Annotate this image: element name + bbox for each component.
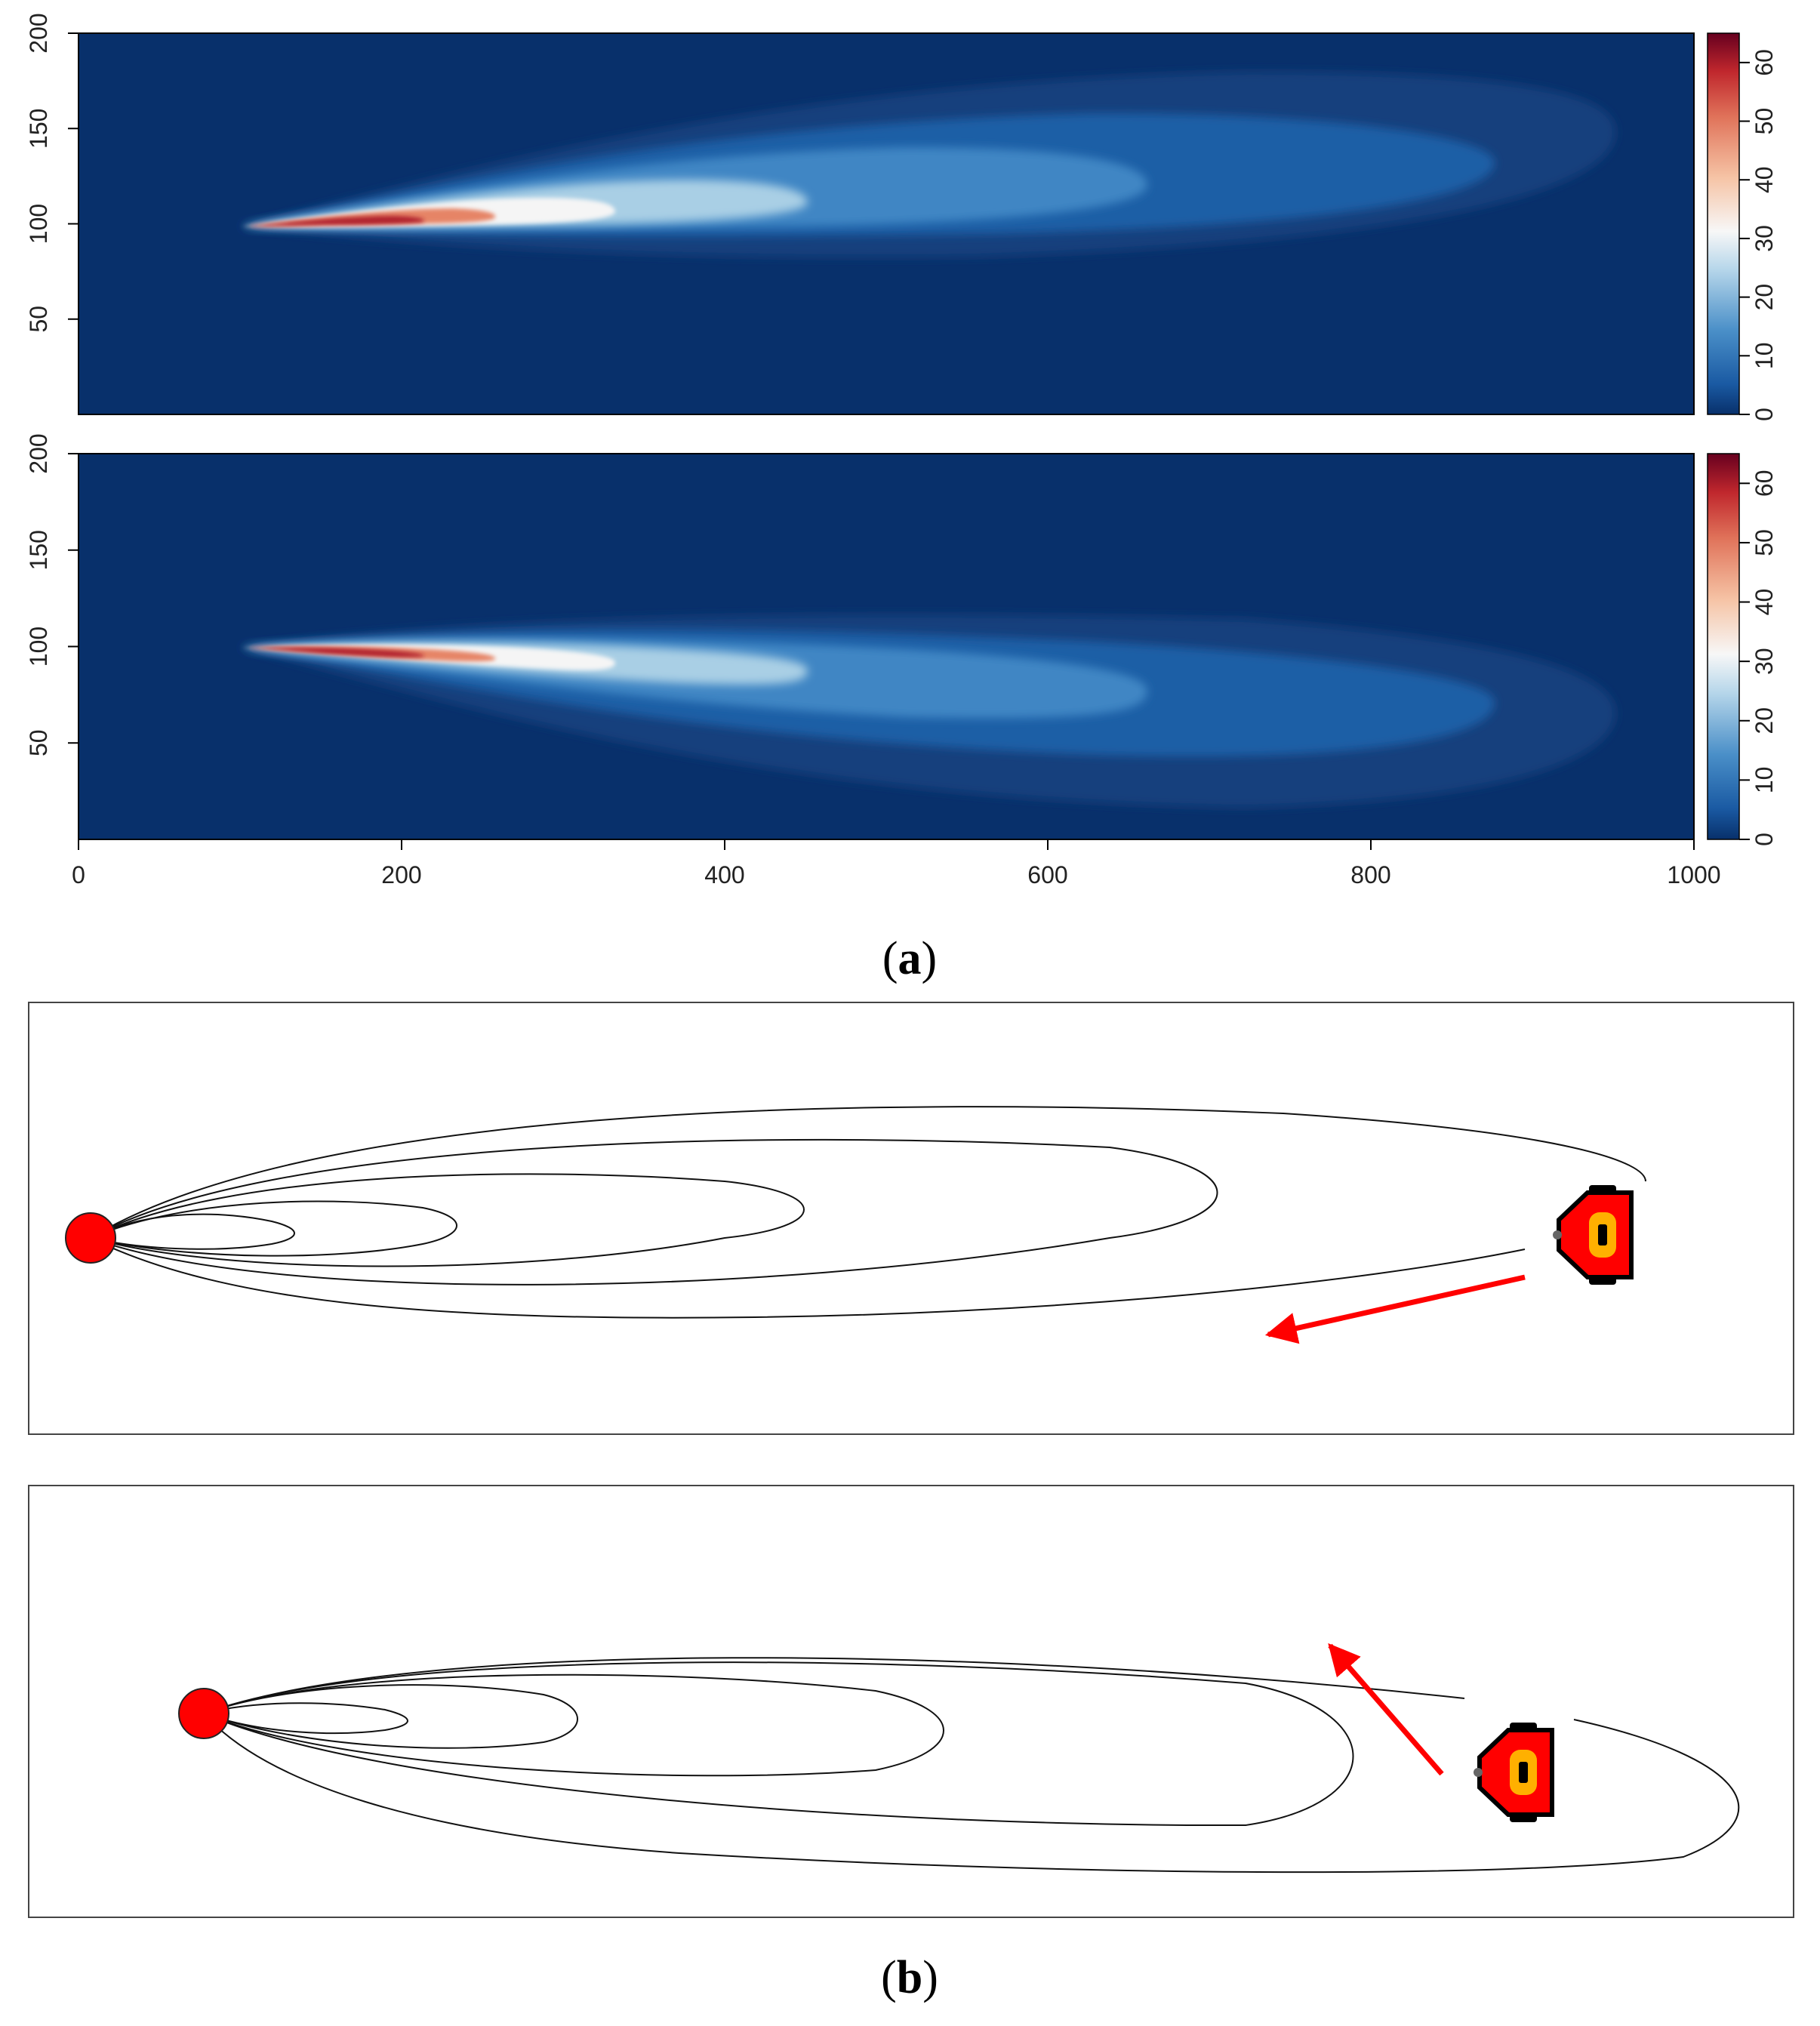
colorbar-tick-label: 30 <box>1751 225 1778 252</box>
y-tick-label: 100 <box>25 627 52 667</box>
source-marker-top <box>65 1212 116 1264</box>
contour-line <box>90 1106 1646 1319</box>
y-tick-label: 50 <box>25 729 52 756</box>
y-tick-label: 150 <box>25 530 52 570</box>
contour-line <box>203 1684 578 1749</box>
colorbar-top: 0 10 20 30 40 50 60 <box>1707 32 1778 421</box>
x-axis-bottom: 0 200 400 600 800 1000 <box>72 839 1721 888</box>
y-axis-bottom: 50 100 150 200 <box>25 433 79 756</box>
x-tick-label: 200 <box>381 861 421 888</box>
caption-b: (b) <box>881 1952 938 2003</box>
robot-icon <box>1474 1723 1554 1822</box>
y-tick-label: 50 <box>25 306 52 333</box>
contours-top <box>90 1106 1646 1319</box>
plume-top <box>242 72 1615 257</box>
colorbar-tick-label: 20 <box>1751 284 1778 311</box>
y-tick-label: 200 <box>25 13 52 53</box>
caption-a: (a) <box>882 933 937 984</box>
plume-bottom-core <box>249 647 424 657</box>
colorbar-top-gradient <box>1707 32 1740 415</box>
colorbar-tick-label: 50 <box>1751 108 1778 135</box>
colorbar-tick-label: 40 <box>1751 589 1778 616</box>
colorbar-tick-label: 50 <box>1751 529 1778 556</box>
colorbar-tick-label: 0 <box>1751 408 1778 421</box>
diagram-bottom <box>28 1485 1794 1918</box>
direction-arrow-bottom <box>1328 1643 1444 1776</box>
y-axis-top: 50 100 150 200 <box>25 13 79 333</box>
x-tick-label: 800 <box>1350 861 1390 888</box>
contour-line <box>90 1213 295 1250</box>
x-tick-label: 1000 <box>1667 861 1720 888</box>
contour-line <box>203 1673 944 1777</box>
plume-bottom <box>242 614 1615 808</box>
contour-line <box>203 1702 408 1735</box>
colorbar-tick-label: 0 <box>1751 833 1778 846</box>
heatmap-top: 50 100 150 200 <box>25 13 1695 415</box>
colorbar-bottom: 0 10 20 30 40 50 60 <box>1707 453 1778 846</box>
contours-bottom <box>203 1657 1740 1874</box>
colorbar-tick-label: 20 <box>1751 707 1778 734</box>
x-tick-label: 600 <box>1027 861 1067 888</box>
colorbar-tick-label: 40 <box>1751 166 1778 193</box>
y-tick-label: 100 <box>25 204 52 244</box>
colorbar-top-ticks: 0 10 20 30 40 50 60 <box>1739 49 1778 421</box>
plume-top-core <box>249 216 424 226</box>
colorbar-tick-label: 10 <box>1751 767 1778 794</box>
robot-icon <box>1553 1185 1634 1285</box>
contour-line <box>203 1657 1740 1874</box>
contour-line <box>90 1173 805 1267</box>
diagram-top-frame <box>28 1002 1794 1435</box>
colorbar-tick-label: 30 <box>1751 648 1778 675</box>
direction-arrow-top <box>1264 1274 1526 1344</box>
source-marker-bottom <box>178 1688 229 1739</box>
contour-line <box>90 1200 457 1257</box>
colorbar-bottom-gradient <box>1707 453 1740 840</box>
heatmap-bottom: 50 100 150 200 0 200 400 600 800 1000 <box>25 433 1721 888</box>
colorbar-bottom-ticks: 0 10 20 30 40 50 60 <box>1739 470 1778 846</box>
x-tick-label: 0 <box>72 861 85 888</box>
contour-line <box>203 1661 1354 1827</box>
x-tick-label: 400 <box>704 861 744 888</box>
colorbar-tick-label: 60 <box>1751 49 1778 76</box>
diagram-top <box>28 1002 1794 1435</box>
colorbar-tick-label: 10 <box>1751 343 1778 370</box>
contour-line <box>90 1138 1218 1285</box>
y-tick-label: 150 <box>25 109 52 149</box>
colorbar-tick-label: 60 <box>1751 470 1778 497</box>
y-tick-label: 200 <box>25 433 52 473</box>
